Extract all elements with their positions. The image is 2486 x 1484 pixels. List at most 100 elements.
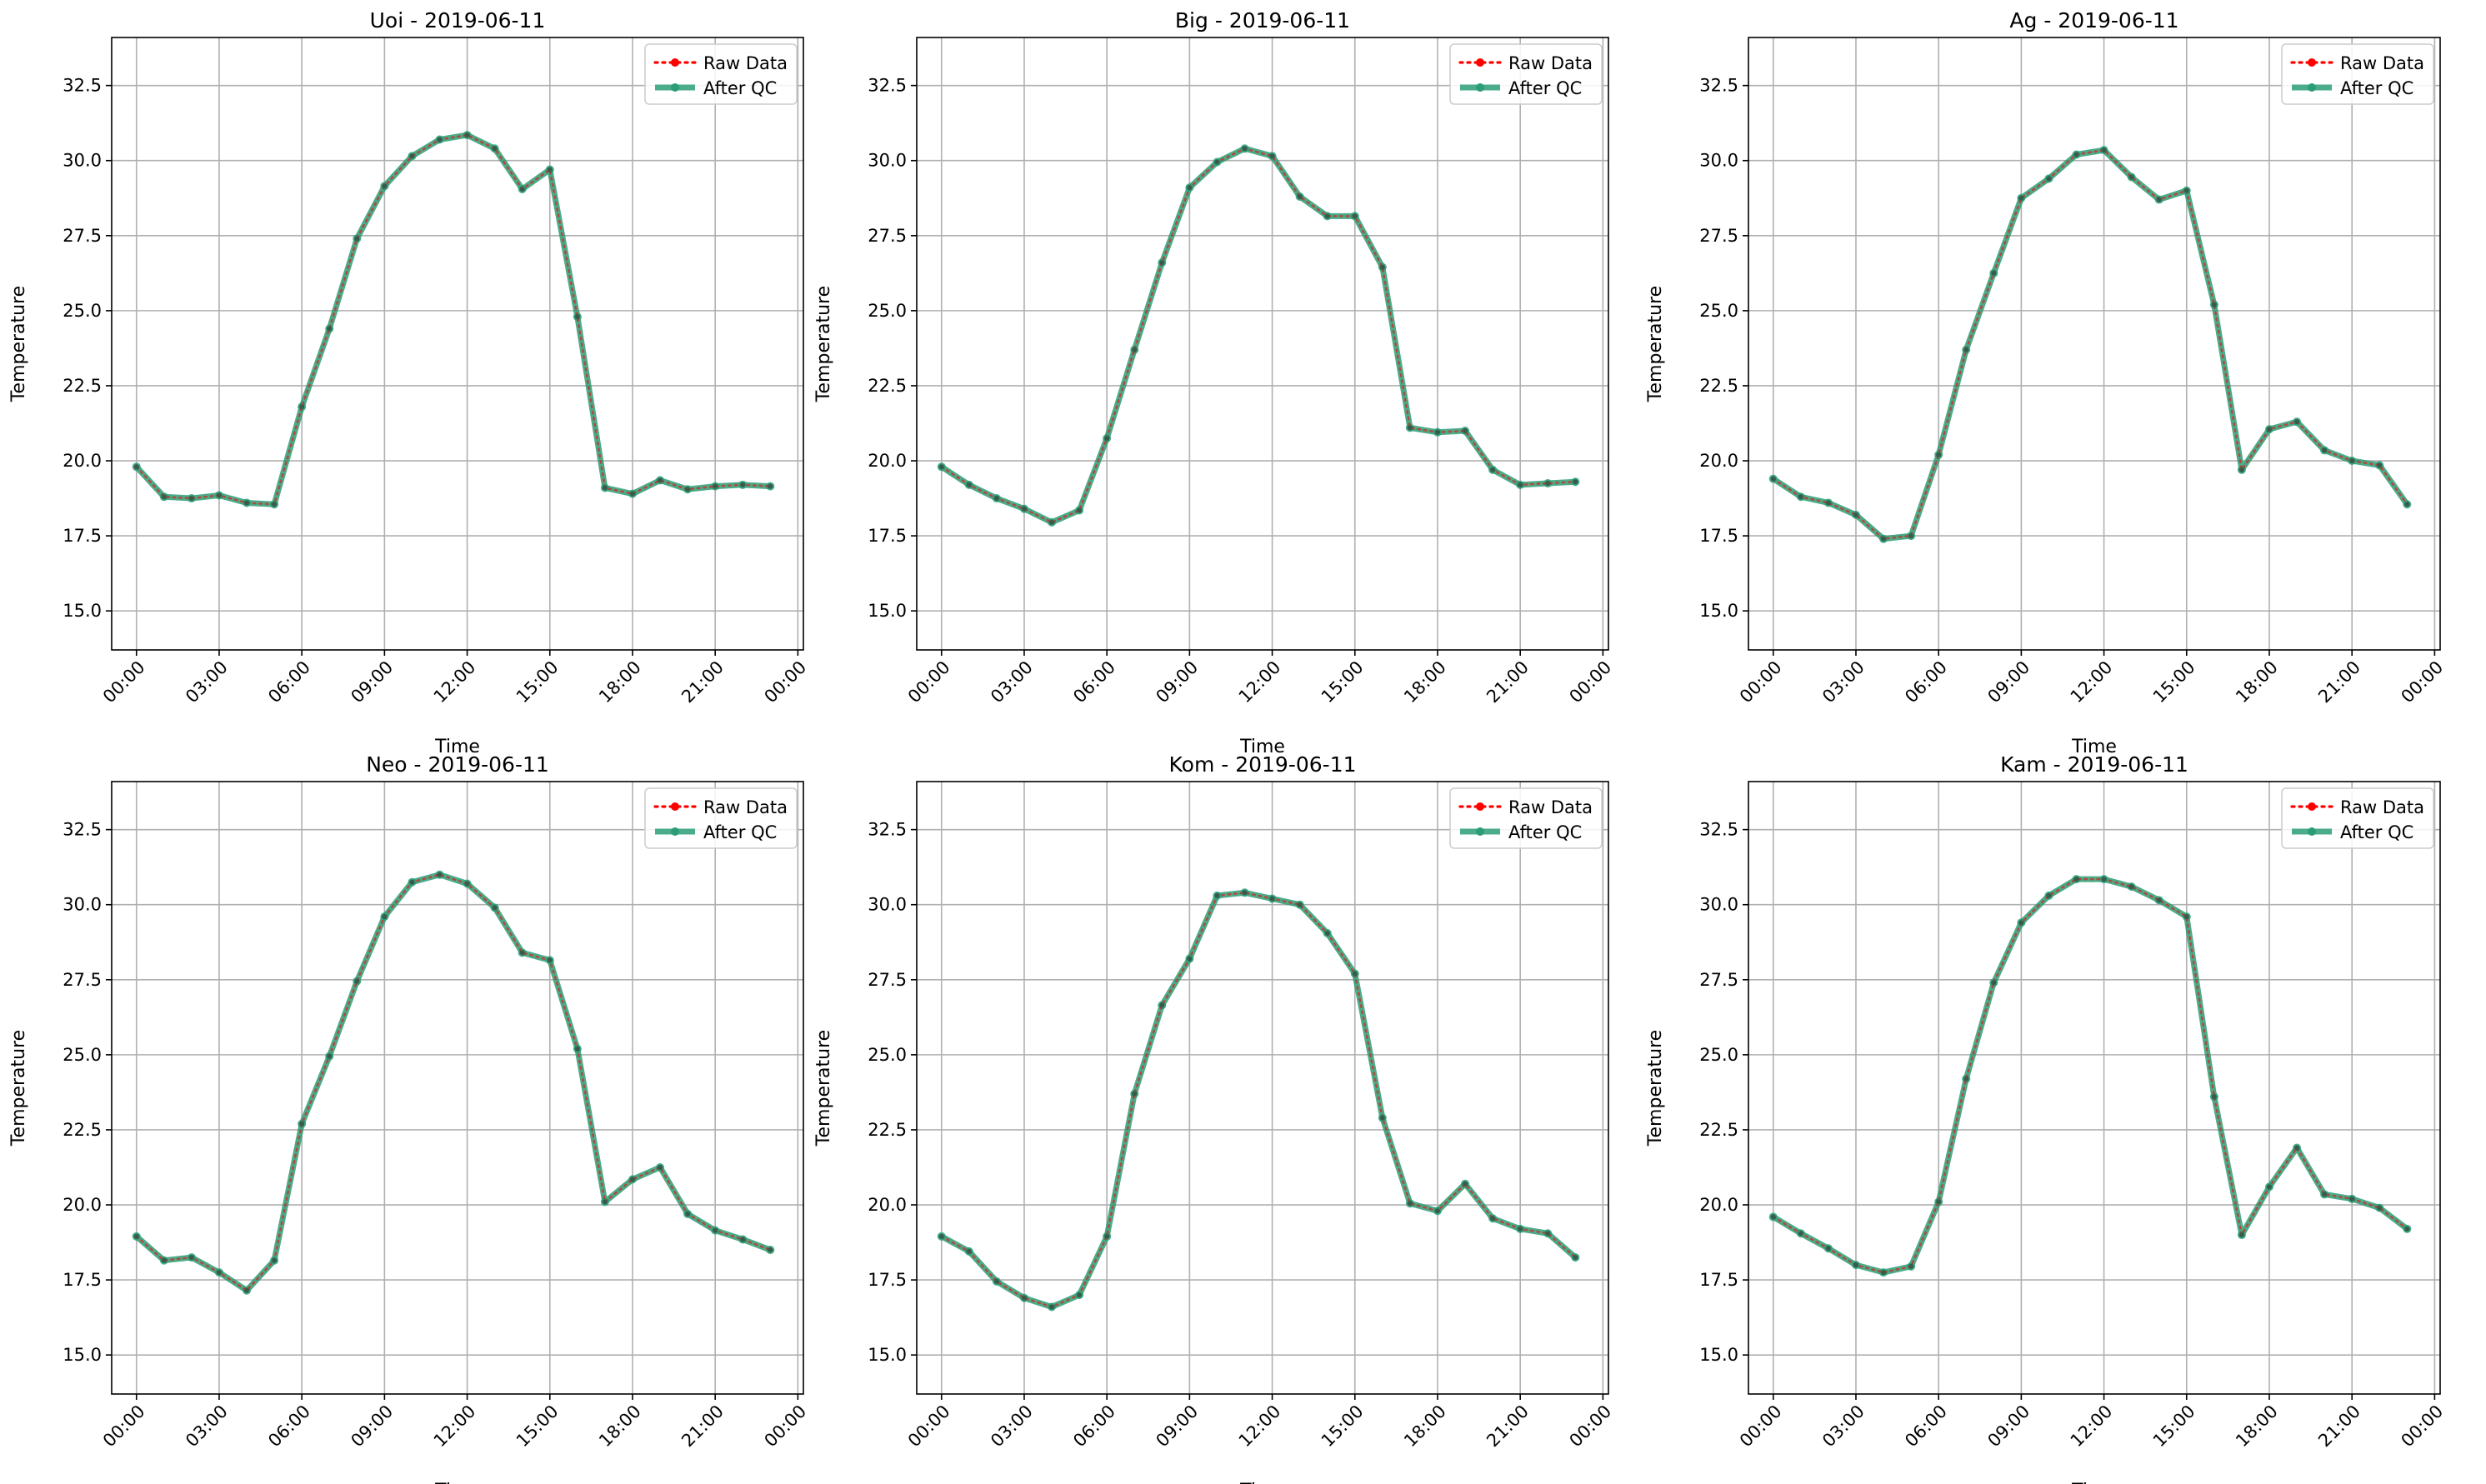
raw-data-point [161,1257,167,1263]
raw-data-point [299,404,305,410]
raw-data-point [1825,500,1831,506]
y-tick-label: 20.0 [868,451,907,471]
y-tick-label: 25.0 [63,301,102,321]
chart-title: Uoi - 2019-06-11 [370,8,546,32]
y-axis-label: Temperature [8,286,29,402]
raw-data-point [327,1053,333,1059]
raw-data-point [1077,1292,1083,1298]
raw-data-point [2238,467,2244,472]
legend-after-qc-label: After QC [1508,822,1582,842]
raw-data-point [1104,1233,1110,1239]
raw-data-point [2183,187,2189,193]
x-tick-label: 09:00 [1983,657,2033,707]
raw-data-point [547,957,553,963]
legend: Raw Data After QC [2281,787,2434,849]
x-tick-label: 00:00 [2397,657,2447,707]
raw-data-point [1770,476,1776,482]
x-tick-label: 18:00 [2232,1402,2282,1452]
raw-data-point [2018,195,2024,201]
y-tick-label: 17.5 [63,1270,102,1290]
x-tick-label: 09:00 [1152,1402,1202,1452]
x-tick-label: 21:00 [678,657,728,707]
raw-data-point [2377,1205,2383,1211]
raw-data-point [1214,892,1220,898]
raw-data-point [1379,264,1385,270]
raw-data-point [993,496,999,502]
raw-data-point [1269,153,1275,159]
x-tick-label: 09:00 [347,1402,397,1452]
y-tick-label: 30.0 [868,151,907,171]
raw-data-point [382,914,388,920]
raw-data-point [938,1233,944,1239]
x-tick-label: 09:00 [1152,657,1202,707]
y-tick-label: 20.0 [63,451,102,471]
raw-data-point [1077,507,1083,513]
raw-data-point [1545,1231,1551,1237]
raw-data-point [2266,1184,2272,1190]
raw-data-point [2073,877,2079,882]
y-tick-label: 15.0 [1699,601,1738,621]
x-tick-label: 12:00 [430,657,480,707]
legend-after-qc-label: After QC [2340,78,2413,98]
raw-data-point [1132,347,1138,352]
x-axis-label: Time [2071,737,2117,757]
legend-after-qc-label: After QC [703,822,777,842]
raw-data-point [1021,506,1027,512]
x-tick-label: 15:00 [1318,1402,1368,1452]
y-tick-label: 17.5 [1699,1270,1738,1290]
x-tick-label: 03:00 [182,1402,232,1452]
x-axis-label: Time [1239,737,1285,757]
raw-data-point [133,464,139,470]
y-tick-label: 20.0 [1699,1195,1738,1215]
y-tick-label: 25.0 [63,1045,102,1065]
raw-data-point [2322,447,2328,453]
y-tick-label: 17.5 [1699,526,1738,546]
y-tick-label: 27.5 [868,226,907,246]
x-tick-label: 00:00 [904,1402,954,1452]
raw-data-point [713,483,718,489]
x-tick-label: 00:00 [760,1402,810,1452]
y-tick-label: 15.0 [868,601,907,621]
raw-data-point [938,464,944,470]
y-tick-label: 32.5 [63,820,102,840]
y-tick-label: 27.5 [1699,226,1738,246]
raw-data-point [1853,512,1858,517]
raw-data-point [1132,1091,1138,1097]
x-tick-label: 21:00 [1483,657,1533,707]
y-tick-label: 27.5 [63,970,102,990]
chart-title: Ag - 2019-06-11 [2009,8,2178,32]
raw-data-point [1021,1295,1027,1301]
raw-data-point [133,1233,139,1239]
legend-raw-data-marker [2308,802,2316,811]
raw-data-point [1936,452,1942,457]
y-tick-label: 22.5 [1699,1120,1738,1140]
y-tick-label: 17.5 [868,526,907,546]
raw-data-point [2377,462,2383,468]
raw-data-point [2046,176,2052,182]
raw-data-point [1545,481,1551,487]
y-tick-label: 15.0 [63,1345,102,1365]
axes-frame [916,781,1609,1395]
y-tick-label: 15.0 [1699,1345,1738,1365]
plot-area [1748,37,2440,650]
raw-data-point [1573,1255,1578,1261]
raw-data-point [2128,884,2134,890]
raw-data-point [602,1199,608,1205]
raw-data-point [966,482,972,487]
plot-area [917,37,1608,650]
axes-frame [1748,781,2441,1395]
raw-data-point [1963,1076,1969,1082]
x-tick-label: 18:00 [595,1402,645,1452]
x-tick-label: 21:00 [678,1402,728,1452]
raw-data-point [685,487,691,492]
legend-after-qc-marker [671,83,679,92]
x-tick-label: 03:00 [1818,657,1868,707]
series-line-raw-data [1772,877,2408,1274]
raw-data-point [2046,892,2052,898]
x-axis-label: Time [2071,1481,2117,1484]
x-tick-label: 00:00 [904,657,954,707]
x-tick-label: 00:00 [1565,657,1615,707]
x-tick-label: 00:00 [760,657,810,707]
x-tick-label: 21:00 [2314,1402,2364,1452]
